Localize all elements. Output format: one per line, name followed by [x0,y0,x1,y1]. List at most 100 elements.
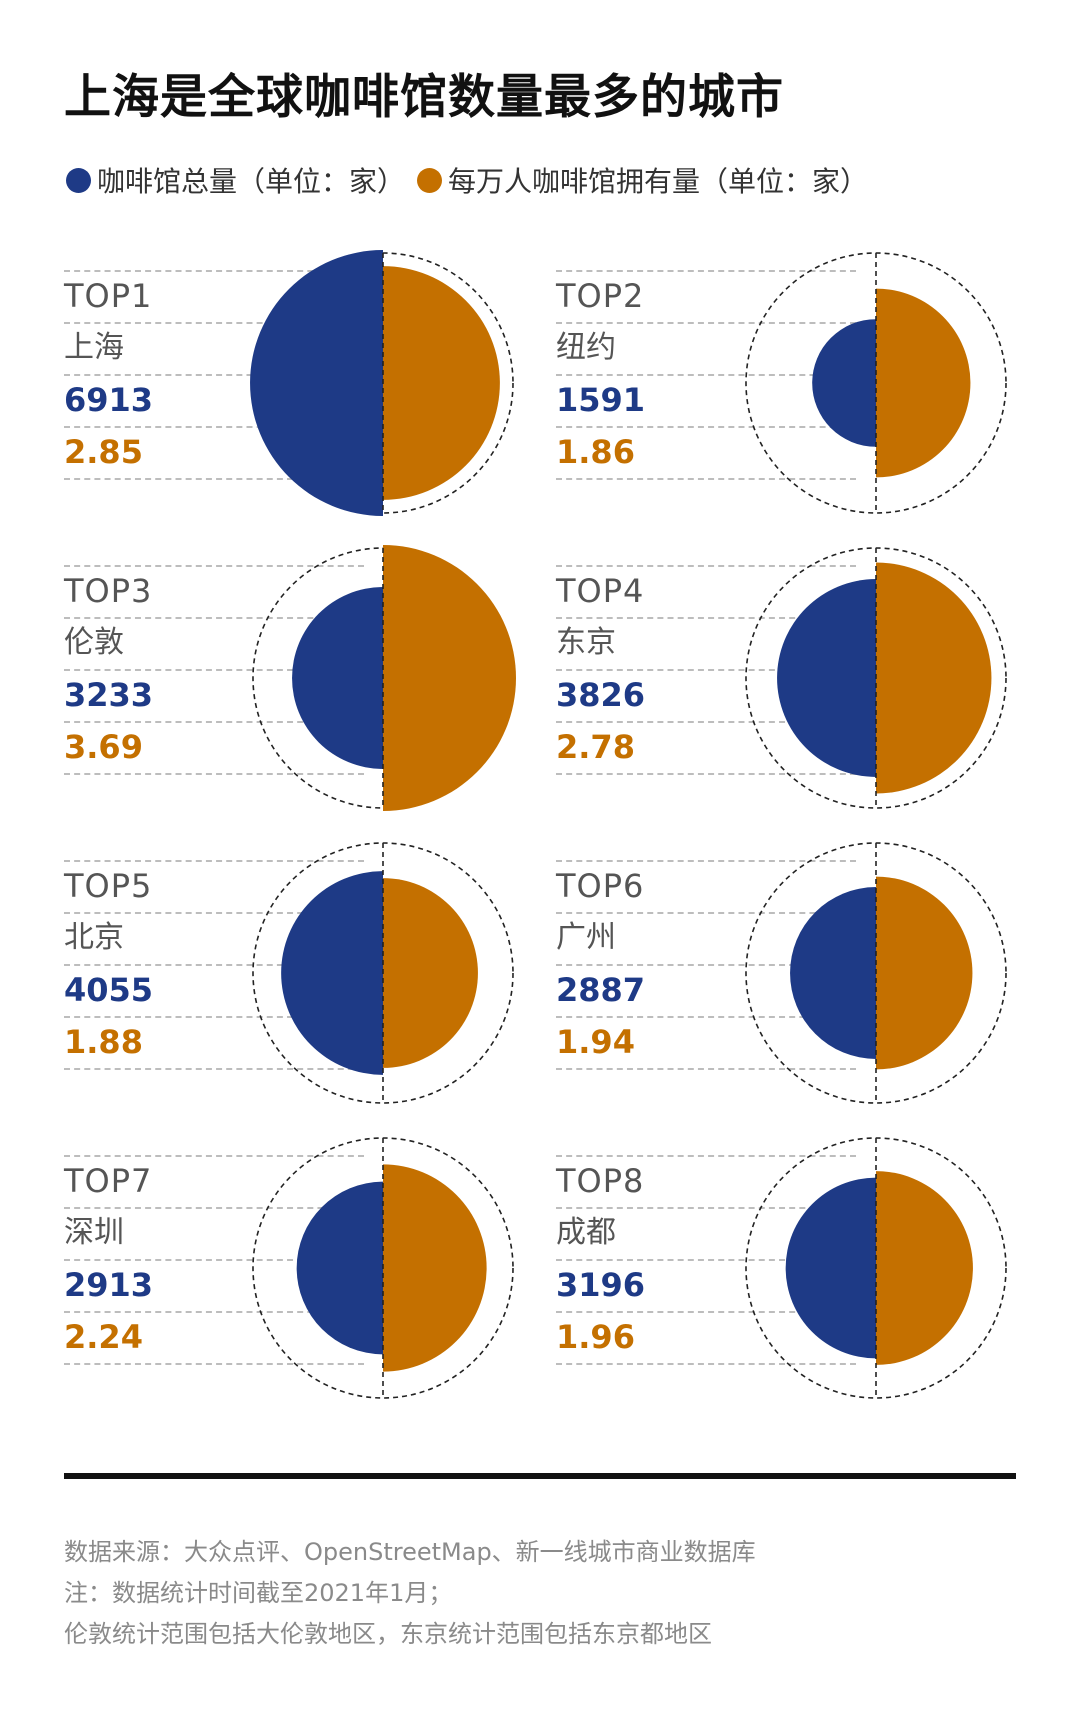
dashed-guide-line [64,426,364,428]
dashed-guide-line [64,1068,364,1070]
dashed-guide-line [64,1207,364,1209]
city-cell: TOP2 纽约 1591 1.86 [556,270,986,540]
city-cell: TOP4 东京 3826 2.78 [556,565,986,835]
rank-label: TOP7 [64,1162,153,1200]
dashed-guide-line [64,322,364,324]
rank-label: TOP5 [64,867,153,905]
per10k-half-circle [876,876,973,1070]
dashed-guide-line [64,1155,364,1157]
dashed-guide-line [556,1311,856,1313]
dashed-guide-line [556,617,856,619]
dashed-guide-line [556,860,856,862]
per10k-half-circle [876,288,971,478]
dashed-guide-line [556,1207,856,1209]
city-cell: TOP7 深圳 2913 2.24 [64,1155,494,1425]
per10k-value: 1.96 [556,1318,635,1356]
dashed-guide-line [556,964,856,966]
dashed-guide-line [556,426,856,428]
dashed-guide-line [64,1311,364,1313]
dashed-guide-line [556,1068,856,1070]
total-value: 1591 [556,381,646,419]
per10k-half-circle [383,545,516,811]
chart-title: 上海是全球咖啡馆数量最多的城市 [64,70,784,125]
city-cell: TOP3 伦敦 3233 3.69 [64,565,494,835]
city-name: 纽约 [556,330,616,365]
dashed-guide-line [556,1259,856,1261]
total-value: 6913 [64,381,154,419]
per10k-half-circle [383,266,500,500]
dashed-guide-line [64,669,364,671]
dashed-guide-line [64,721,364,723]
per10k-half-circle [876,562,992,794]
dashed-guide-line [556,912,856,914]
dashed-guide-line [64,860,364,862]
per10k-value: 1.88 [64,1023,143,1061]
city-cell: TOP6 广州 2887 1.94 [556,860,986,1130]
total-half-circle [785,1177,876,1359]
dashed-guide-line [64,1016,364,1018]
total-half-circle [790,887,876,1059]
dashed-guide-line [64,912,364,914]
dashed-guide-line [556,565,856,567]
dashed-guide-line [556,669,856,671]
dashed-guide-line [64,617,364,619]
legend-total-label: 咖啡馆总量（单位：家） [97,165,406,198]
notes: 数据来源：大众点评、OpenStreetMap、新一线城市商业数据库 注：数据统… [64,1532,756,1655]
legend-total-swatch [66,167,91,193]
total-half-circle [812,319,876,447]
city-name: 东京 [556,625,616,660]
dashed-guide-line [64,565,364,567]
rank-label: TOP8 [556,1162,645,1200]
per10k-value: 3.69 [64,728,143,766]
rank-label: TOP3 [64,572,153,610]
per10k-value: 2.78 [556,728,635,766]
divider-rule [64,1473,1016,1479]
city-name: 伦敦 [64,625,124,660]
city-name: 北京 [64,920,124,955]
rank-label: TOP6 [556,867,645,905]
city-name: 广州 [556,920,616,955]
total-half-circle [292,587,383,769]
source-note: 数据来源：大众点评、OpenStreetMap、新一线城市商业数据库 [64,1538,756,1566]
dashed-guide-line [64,773,364,775]
date-note: 注：数据统计时间截至2021年1月； [64,1579,453,1607]
total-half-circle [296,1181,383,1355]
total-half-circle [281,871,383,1075]
city-cell: TOP5 北京 4055 1.88 [64,860,494,1130]
dashed-guide-line [64,478,364,480]
dashed-guide-line [556,1016,856,1018]
dashed-guide-line [556,374,856,376]
dashed-guide-line [64,1259,364,1261]
city-name: 上海 [64,330,124,365]
dashed-guide-line [556,773,856,775]
total-value: 2887 [556,971,646,1009]
dashed-guide-line [556,1155,856,1157]
city-name: 深圳 [64,1215,124,1250]
total-value: 3196 [556,1266,646,1304]
per10k-value: 1.94 [556,1023,635,1061]
dashed-guide-line [556,721,856,723]
total-half-circle [777,579,876,777]
total-half-circle [250,250,383,516]
dashed-guide-line [556,270,856,272]
legend-per-swatch [417,167,443,193]
dashed-guide-line [64,374,364,376]
dashed-guide-line [556,478,856,480]
scope-note: 伦敦统计范围包括大伦敦地区，东京统计范围包括东京都地区 [64,1620,712,1648]
city-name: 成都 [556,1215,616,1250]
dashed-guide-line [64,1363,364,1365]
legend-per-label: 每万人咖啡馆拥有量（单位：家） [448,165,869,198]
per10k-half-circle [876,1171,973,1365]
dashed-guide-line [64,270,364,272]
total-value: 3233 [64,676,154,714]
total-value: 2913 [64,1266,154,1304]
dashed-guide-line [556,1363,856,1365]
per10k-value: 1.86 [556,433,635,471]
total-value: 4055 [64,971,154,1009]
half-circle-chart [250,250,1007,1399]
dashed-guide-line [64,964,364,966]
per10k-half-circle [383,1164,487,1372]
legend: 咖啡馆总量（单位：家） 每万人咖啡馆拥有量（单位：家） [66,160,880,200]
city-cell: TOP8 成都 3196 1.96 [556,1155,986,1425]
dashed-guide-line [556,322,856,324]
